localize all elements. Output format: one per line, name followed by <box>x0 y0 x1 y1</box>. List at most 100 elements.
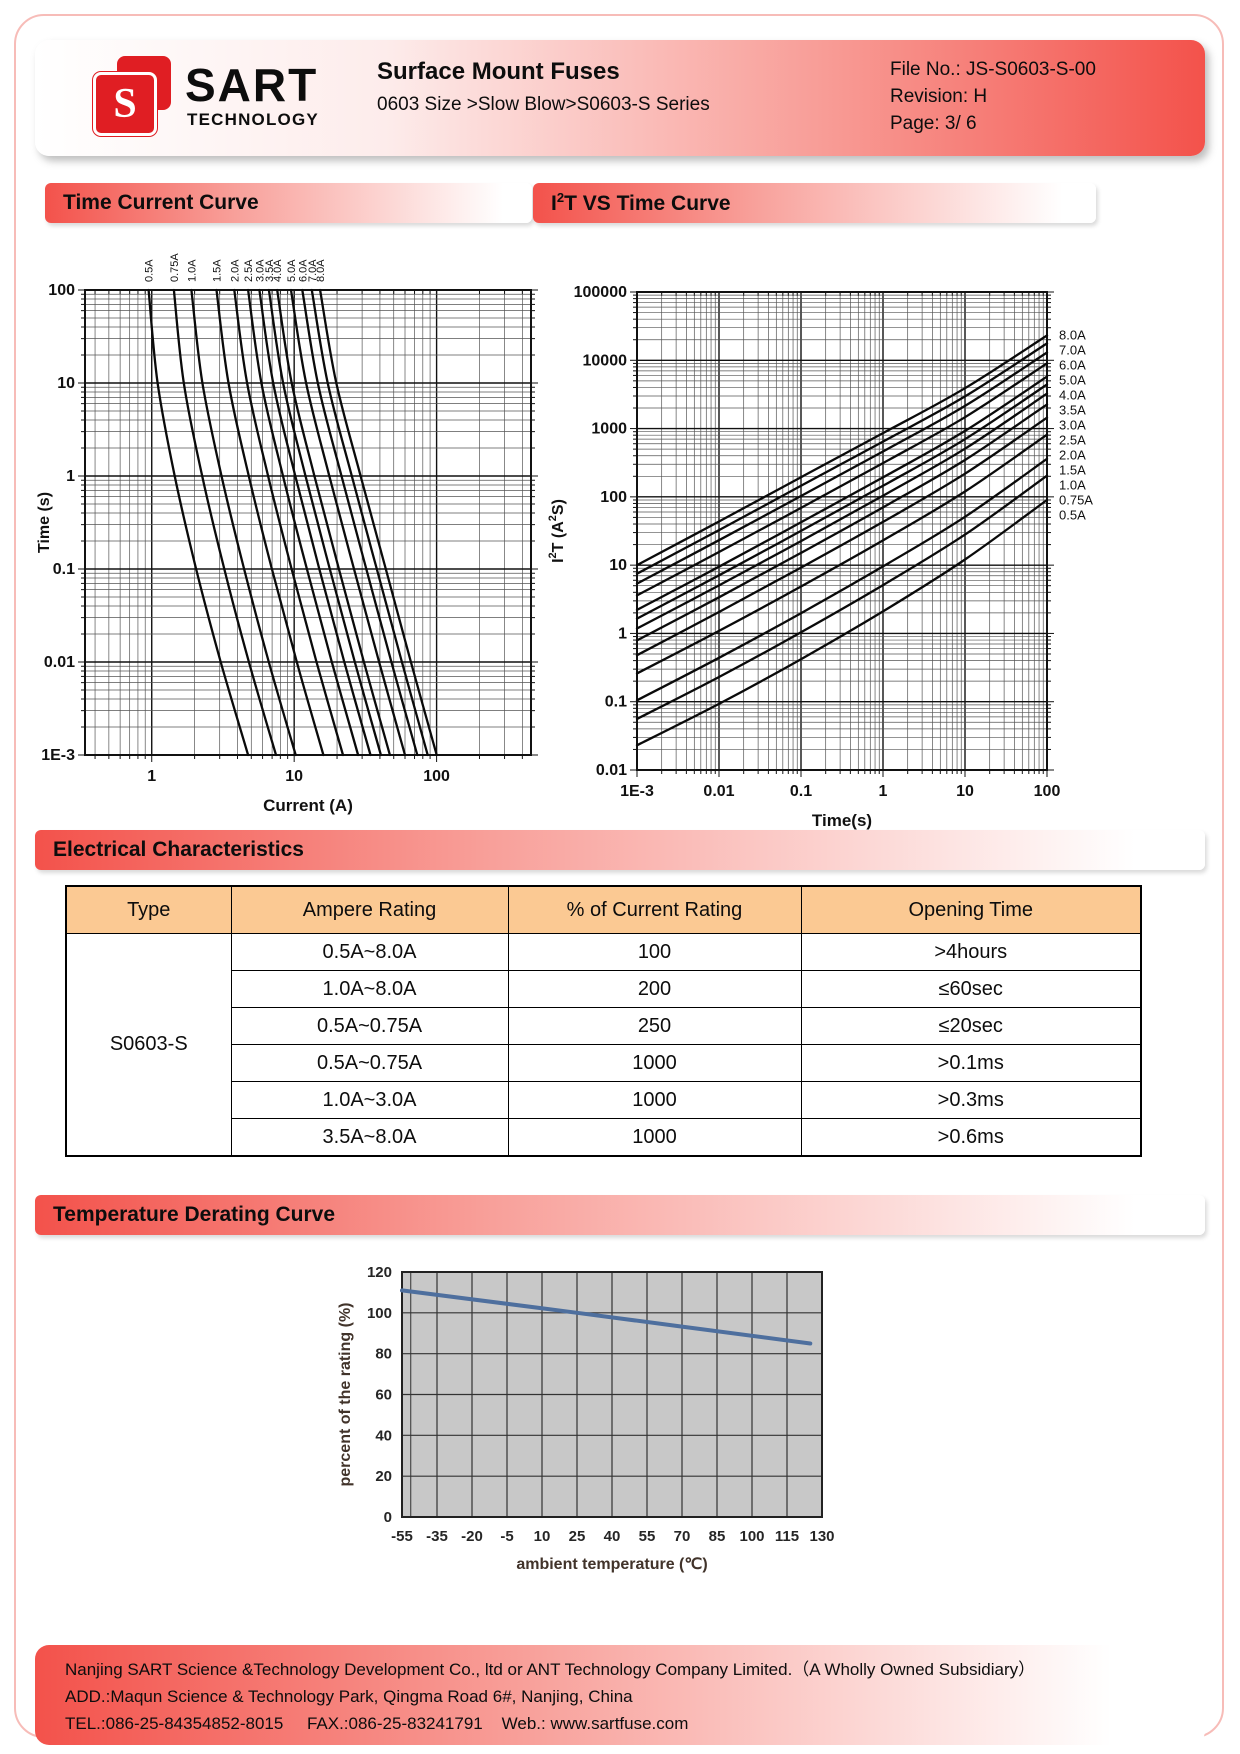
svg-text:-55: -55 <box>391 1528 413 1545</box>
svg-text:10000: 10000 <box>583 352 628 369</box>
logo-brand-text: SART <box>185 59 319 111</box>
section-title-time-current: Time Current Curve <box>45 183 532 223</box>
svg-text:0.75A: 0.75A <box>169 253 181 282</box>
svg-text:1.5A: 1.5A <box>212 259 224 282</box>
table-cell: 0.5A~0.75A <box>230 1007 509 1045</box>
svg-text:-35: -35 <box>426 1528 448 1545</box>
svg-text:percent of the rating (%): percent of the rating (%) <box>337 1302 354 1486</box>
grid <box>78 289 538 762</box>
svg-text:5.0A: 5.0A <box>1059 372 1086 387</box>
svg-text:10: 10 <box>609 557 627 574</box>
type-cell: S0603-S <box>65 933 232 1157</box>
derating-line <box>400 1288 813 1346</box>
table-cell: ≤60sec <box>800 970 1142 1008</box>
svg-text:40: 40 <box>604 1528 621 1545</box>
table-cell: >4hours <box>800 933 1142 971</box>
svg-text:3.0A: 3.0A <box>254 259 266 282</box>
svg-text:0: 0 <box>384 1509 392 1526</box>
svg-text:3.5A: 3.5A <box>264 259 276 282</box>
section-title-text: Temperature Derating Curve <box>53 1203 336 1226</box>
svg-text:0.1: 0.1 <box>53 561 75 578</box>
svg-text:115: 115 <box>775 1528 799 1545</box>
svg-text:100: 100 <box>367 1305 392 1322</box>
svg-text:3.0A: 3.0A <box>1059 417 1086 432</box>
table-cell: 100 <box>507 933 802 971</box>
svg-text:8.0A: 8.0A <box>1059 327 1086 342</box>
axis-labels: -55 -35 -20 -5 10 25 40 55 70 85 100 115 130 0 20 40 60 8… <box>337 1264 835 1573</box>
svg-text:130: 130 <box>809 1528 834 1545</box>
svg-text:7.0A: 7.0A <box>307 259 319 282</box>
svg-text:0.75A: 0.75A <box>1059 492 1093 507</box>
svg-text:1000: 1000 <box>591 421 627 438</box>
section-title-text: Time Current Curve <box>63 191 259 214</box>
page-number: Page: 3/ 6 <box>890 113 977 134</box>
footer-address: ADD.:Maqun Science & Technology Park, Qi… <box>65 1687 633 1706</box>
sart-logo: S SART TECHNOLOGY <box>93 54 343 146</box>
svg-text:70: 70 <box>674 1528 691 1545</box>
svg-text:10: 10 <box>285 768 303 785</box>
elec-table-body: S0603-S 0.5A~8.0A 100 >4hours 1.0A~8.0A 200 ≤6… <box>65 933 1142 1157</box>
table-cell: 3.5A~8.0A <box>230 1118 509 1157</box>
svg-text:0.1: 0.1 <box>790 783 812 800</box>
svg-text:10: 10 <box>57 375 75 392</box>
col-header-ampere: Ampere Rating <box>230 885 509 934</box>
curve-labels: 8.0A7.0A6.0A5.0A4.0A3.5A3.0A2.5A2.0A1.5A… <box>1059 327 1093 522</box>
svg-text:85: 85 <box>709 1528 726 1545</box>
svg-text:0.01: 0.01 <box>703 783 734 800</box>
table-cell: 0.5A~8.0A <box>230 933 509 971</box>
revision: Revision: H <box>890 86 988 107</box>
svg-text:25: 25 <box>569 1528 586 1545</box>
footer-company: Nanjing SART Science &Technology Develop… <box>65 1660 1036 1679</box>
logo-square-front-icon: S <box>93 72 157 136</box>
curves <box>635 334 1049 747</box>
temperature-derating-chart: -55 -35 -20 -5 10 25 40 55 70 85 100 115 130 0 20 40 60 8… <box>337 1264 835 1573</box>
svg-text:8.0A: 8.0A <box>315 259 327 282</box>
col-header-type: Type <box>65 885 232 934</box>
svg-text:Time(s): Time(s) <box>812 811 872 830</box>
axis-labels: 1E-3 0.01 0.1 1 10 100 100000 10000 1000 100 10 1 0.… <box>547 284 1060 830</box>
svg-text:0.5A: 0.5A <box>144 259 156 282</box>
svg-text:-5: -5 <box>500 1528 513 1545</box>
table-cell: 1.0A~8.0A <box>230 970 509 1008</box>
electrical-characteristics-table: Type Ampere Rating % of Current Rating O… <box>65 885 1142 1157</box>
table-cell: 1000 <box>507 1081 802 1119</box>
svg-text:6.0A: 6.0A <box>1059 357 1086 372</box>
table-cell: >0.6ms <box>800 1118 1142 1157</box>
logo-s-glyph: S <box>113 81 137 127</box>
svg-text:100: 100 <box>739 1528 764 1545</box>
svg-text:1.0A: 1.0A <box>1059 477 1086 492</box>
svg-text:1: 1 <box>66 468 75 485</box>
svg-text:1.5A: 1.5A <box>1059 462 1086 477</box>
table-row: S0603-S 0.5A~8.0A 100 >4hours <box>65 933 1142 1157</box>
table-row: 3.5A~8.0A 1000 >0.6ms <box>66 1118 1142 1157</box>
footer-band: Nanjing SART Science &Technology Develop… <box>35 1645 1205 1745</box>
svg-text:0.01: 0.01 <box>44 654 75 671</box>
section-title-derating: Temperature Derating Curve <box>35 1195 1205 1235</box>
table-cell: 1.0A~3.0A <box>230 1081 509 1119</box>
svg-text:0.01: 0.01 <box>596 762 627 779</box>
svg-text:100: 100 <box>48 282 75 299</box>
page-subtitle: 0603 Size >Slow Blow>S0603-S Series <box>377 94 710 115</box>
svg-text:10: 10 <box>534 1528 551 1545</box>
svg-text:1: 1 <box>147 768 156 785</box>
table-cell: 0.5A~0.75A <box>230 1044 509 1082</box>
svg-text:Time (s): Time (s) <box>36 492 53 553</box>
svg-text:1.0A: 1.0A <box>186 259 198 282</box>
header-band: S SART TECHNOLOGY Surface Mount Fuses 06… <box>35 40 1205 156</box>
section-title-text: Electrical Characteristics <box>53 838 304 861</box>
axis-labels: 1 10 100 100 10 1 0.1 0.01 1E-3 Current (A) Time (… <box>36 282 450 815</box>
svg-text:1E-3: 1E-3 <box>620 783 654 800</box>
table-cell: >0.1ms <box>800 1044 1142 1082</box>
svg-text:20: 20 <box>375 1468 392 1485</box>
section-title-i2t: I2T VS Time Curve <box>533 183 1096 223</box>
page-title: Surface Mount Fuses <box>377 58 620 85</box>
table-cell: 1000 <box>507 1044 802 1082</box>
svg-text:120: 120 <box>367 1264 392 1281</box>
table-row: 0.5A~0.75A 250 ≤20sec <box>66 1007 1142 1045</box>
svg-text:2.0A: 2.0A <box>229 259 241 282</box>
file-no: File No.: JS-S0603-S-00 <box>890 59 1096 80</box>
svg-text:3.5A: 3.5A <box>1059 402 1086 417</box>
svg-text:7.0A: 7.0A <box>1059 342 1086 357</box>
svg-text:80: 80 <box>375 1346 392 1363</box>
